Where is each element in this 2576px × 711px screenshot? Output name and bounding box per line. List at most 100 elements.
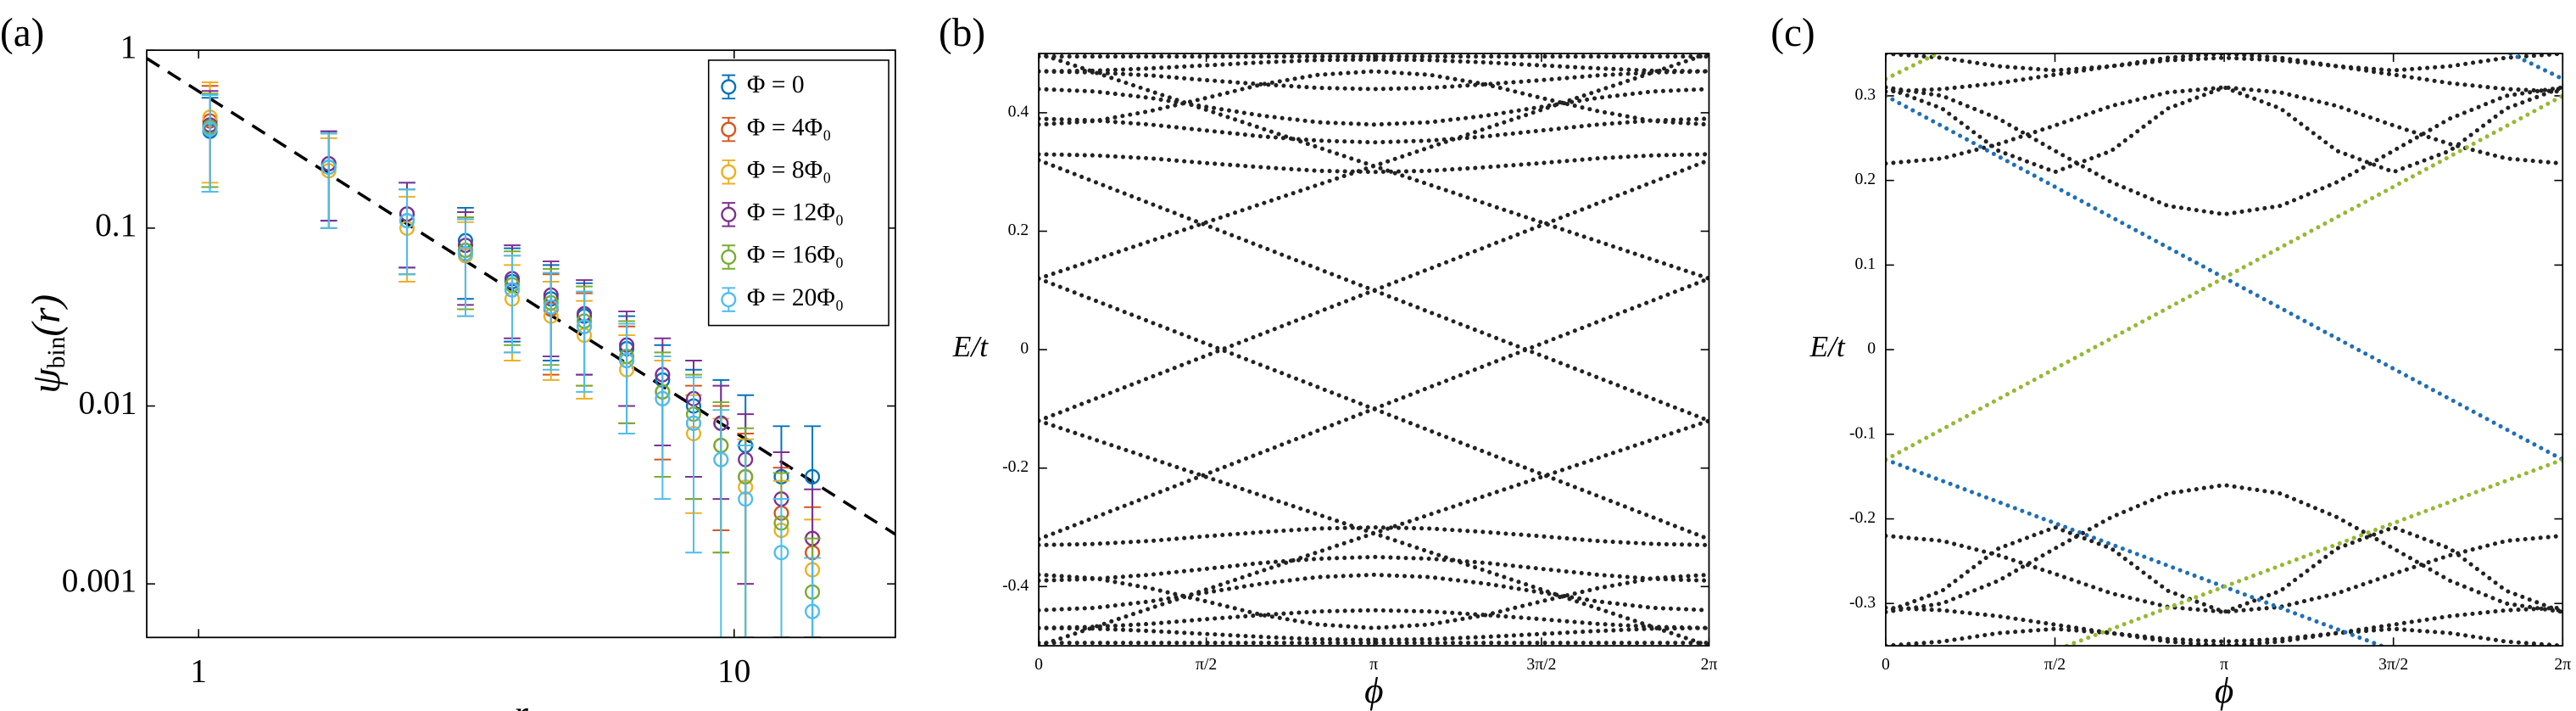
y-tick-label: 0.01 [78,384,137,422]
error-bar [737,445,755,638]
x-tick-label: 0 [1034,655,1043,674]
x-tick-label: 2π [2554,655,2571,674]
marker [202,121,218,137]
y-tick-label: 0.4 [1008,102,1029,120]
band-curve [1039,87,1709,127]
legend-label: Φ = 20Φ₀ [747,284,844,311]
x-tick-label: π/2 [2044,655,2066,674]
y-tick-label: 0.2 [1855,170,1876,188]
error-bar [654,356,672,501]
y-tick-label: 0 [1867,339,1876,358]
band-curve [1039,572,1709,630]
marker [577,318,593,334]
error-bar [457,218,474,317]
band-curve [1039,572,1709,613]
band-curve [1039,554,1709,583]
band-curve [1885,53,2563,73]
y-tick-label: 0.3 [1855,85,1876,104]
marker [805,468,821,484]
y-tick-label: 0 [1020,339,1029,358]
band-curve [1885,93,2563,462]
legend-label: Φ = 12Φ₀ [747,199,844,227]
error-bar [618,322,635,434]
axes-frame [146,49,896,639]
legend-swatch [721,79,737,95]
y-axis-label-part: ψ [25,368,69,394]
band-curve [1039,57,1709,74]
y-axis-label: E/t [952,329,989,363]
legend-swatch [721,164,737,180]
band-curve [1039,276,1709,542]
y-axis-label-part: bin [43,336,70,368]
legend-swatch [721,249,737,266]
x-tick-label: 0 [1882,655,1890,674]
band-curve [1885,457,2384,647]
y-tick-label: 0.001 [62,562,137,599]
band-curve [1885,85,2563,217]
error-bar [804,557,821,638]
marker [457,245,474,261]
marker [619,352,635,369]
band-curve [1885,605,2563,644]
band-curve [1039,625,1709,642]
plot-area [1039,53,1709,647]
band-curve [1885,483,2563,614]
marker [713,451,729,467]
x-axis-label: ϕ [1364,670,1383,711]
band-curve [1039,418,1709,647]
band-curve [1885,524,2563,614]
marker [773,545,789,561]
marker [655,390,671,406]
y-tick-label: -0.2 [1849,508,1876,527]
x-tick-label: 3π/2 [2378,655,2408,674]
plot-area [1885,53,2563,647]
band-curve [1885,533,2563,614]
x-tick-label: 2π [1701,655,1718,674]
axes-frame [1885,53,2564,647]
error-bar [320,132,337,229]
band-curve [1039,607,1709,630]
error-bar [772,498,790,638]
y-tick-label: 1 [120,28,137,65]
y-tick-label: 0.1 [95,206,137,244]
band-curve [2064,457,2563,647]
legend-label: Φ = 0 [747,71,805,98]
plot-area [147,57,895,638]
band-curve [1885,85,2563,175]
panel-label: (a) [0,11,44,55]
band-curve [1039,69,1709,127]
band-curve [1039,524,1709,548]
band-curve [1039,152,1709,175]
x-tick-label: 1 [190,652,207,690]
fit-line [147,57,895,536]
y-tick-label: -0.3 [1849,593,1876,612]
band-curve [1039,69,1709,92]
error-bar [201,93,219,193]
axes-frame [1038,53,1710,647]
y-tick-label: 0.1 [1855,255,1876,273]
band-curve [1885,55,2563,94]
band-curve [1885,85,2563,166]
marker [738,491,754,507]
x-tick-label: 3π/2 [1526,655,1556,674]
marker [504,282,521,298]
y-tick-label: -0.2 [1002,457,1029,476]
error-bar [399,188,415,276]
error-bar [576,290,593,393]
y-tick-label: -0.4 [1002,576,1029,595]
band-curve [1885,626,2563,647]
marker [399,213,415,229]
y-axis-label: E/t [1809,329,1845,363]
x-tick-label: π [2220,655,2228,674]
band-curve [1039,158,1709,423]
error-bar [712,409,730,638]
legend-swatch [721,206,737,222]
error-bar [685,376,702,554]
band-curve [2508,53,2563,81]
x-tick-label: 10 [717,652,750,690]
error-bar [542,272,560,371]
marker [321,159,337,176]
y-tick-label: -0.1 [1849,423,1876,442]
legend-label: Φ = 16Φ₀ [747,242,844,269]
